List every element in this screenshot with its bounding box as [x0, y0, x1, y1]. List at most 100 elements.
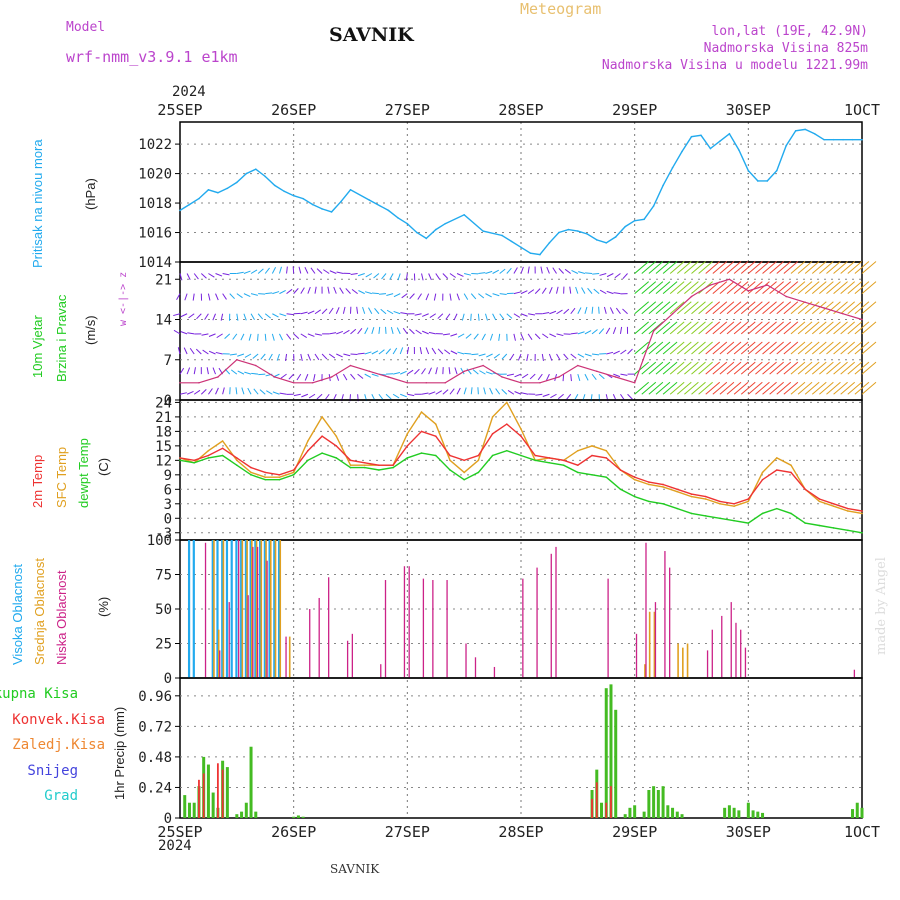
- wind-barb: [492, 313, 497, 321]
- wind-barb: [392, 347, 398, 355]
- wind-barb: [655, 361, 671, 375]
- mid-cloud-bar: [279, 540, 282, 678]
- pressure-line-point: [302, 197, 304, 200]
- dewpt-temp-line-point: [761, 512, 764, 515]
- wind-barb: [545, 373, 550, 381]
- wind-barb: [769, 341, 784, 355]
- pressure-line-point: [416, 231, 418, 234]
- wind-barb: [598, 328, 605, 335]
- low-cloud-bar: [853, 669, 856, 678]
- wind-barb: [405, 273, 408, 281]
- high-cloud-bar: [254, 540, 257, 678]
- high-cloud-bar: [235, 540, 238, 678]
- temp-2m-line-point: [363, 461, 366, 464]
- wind-barb: [472, 369, 479, 375]
- wind-barb: [705, 381, 721, 395]
- wind-barb: [357, 273, 365, 277]
- dewpt-temp-line-point: [278, 478, 281, 481]
- sfc-temp-label: SFC Temp: [54, 447, 69, 508]
- total-precip-bar: [614, 709, 618, 818]
- total-precip-bar: [732, 807, 736, 818]
- pressure-line-point: [719, 140, 721, 142]
- model-label: Model: [66, 20, 106, 35]
- wind-barb: [235, 387, 238, 395]
- wind-barb: [776, 301, 792, 315]
- wind-barb: [236, 293, 243, 299]
- wind-barb: [335, 373, 340, 381]
- wind-barb: [520, 266, 524, 274]
- wind-barb: [804, 321, 820, 335]
- wind-barb: [237, 370, 245, 375]
- wind-barb: [328, 353, 336, 359]
- wind-barb: [258, 373, 266, 376]
- dewpt-temp-line-point: [562, 464, 565, 466]
- pressure-line-point: [804, 128, 806, 131]
- wind-barb: [506, 267, 512, 274]
- wind-barb: [236, 313, 239, 321]
- wind-barb: [676, 381, 692, 395]
- pressure-line-point: [444, 222, 447, 225]
- wind-barb: [698, 261, 713, 274]
- temp-2m-line-point: [775, 469, 778, 471]
- wind-barb: [861, 341, 877, 355]
- wind-barb: [641, 361, 657, 375]
- wind-barb: [230, 369, 238, 375]
- high-cloud-bar: [244, 540, 248, 678]
- temp-2m-line-point: [562, 459, 565, 462]
- wind-barb: [485, 293, 492, 298]
- wind-barb: [308, 393, 316, 399]
- low-cloud-bar: [536, 567, 538, 678]
- wind-barb: [444, 349, 451, 355]
- wind-barb: [662, 341, 678, 355]
- wind-barb: [712, 361, 728, 375]
- wind-barb: [797, 361, 813, 375]
- wind-barb: [204, 313, 209, 320]
- temp-2m-line: [179, 423, 863, 512]
- wind-barb: [861, 301, 877, 315]
- high-cloud-bar: [259, 540, 262, 678]
- wind-barb: [591, 353, 600, 356]
- dewpt-temp-line-point: [790, 512, 792, 515]
- wind-barb: [847, 261, 863, 274]
- wind-barb: [740, 361, 756, 375]
- wind-barb: [648, 321, 664, 335]
- sfc-temp-line-point: [747, 500, 750, 503]
- wind-barb: [797, 341, 813, 355]
- wind-barb: [606, 351, 614, 355]
- wind-barb: [456, 387, 461, 395]
- wind-barb: [435, 367, 438, 375]
- pressure-line-point: [633, 219, 636, 222]
- wind-barb: [251, 372, 259, 375]
- dewpt-temp-line-point: [534, 459, 537, 462]
- wind-barb: [790, 361, 806, 375]
- freezing-precip-label: Zaledj.Kisa: [12, 737, 105, 753]
- dewpt-temp-line-point: [520, 454, 522, 457]
- mid-cloud-bar: [222, 540, 225, 678]
- dewpt-temp-line-point: [349, 466, 352, 469]
- wind-barb: [564, 268, 572, 274]
- wind-barb: [371, 292, 379, 295]
- temp-2m-line-point: [662, 483, 664, 486]
- wind-barb: [421, 273, 424, 281]
- temp-2m-line-point: [477, 454, 480, 457]
- wind-barb: [676, 321, 692, 335]
- wind-barb: [365, 273, 373, 278]
- sfc-temp-line-point: [832, 505, 835, 508]
- wind-barb: [733, 321, 749, 335]
- wind-barb: [861, 381, 877, 395]
- wind-barb: [328, 307, 334, 315]
- wind-barb: [740, 301, 756, 315]
- wind-barb: [222, 273, 230, 276]
- total-precip-bar: [855, 802, 859, 818]
- wind-barb: [456, 273, 464, 277]
- pressure-line-point: [236, 181, 238, 184]
- wind-barb: [769, 261, 784, 274]
- wind-barb: [619, 326, 623, 334]
- y-tick-label: 24: [155, 395, 172, 411]
- sfc-temp-line-point: [236, 459, 238, 462]
- y-tick-label: 0: [164, 393, 172, 409]
- sfc-temp-line-point: [278, 476, 281, 479]
- low-cloud-bar: [446, 580, 448, 678]
- hail-label: Grad: [44, 788, 78, 804]
- wind-barb: [769, 381, 784, 395]
